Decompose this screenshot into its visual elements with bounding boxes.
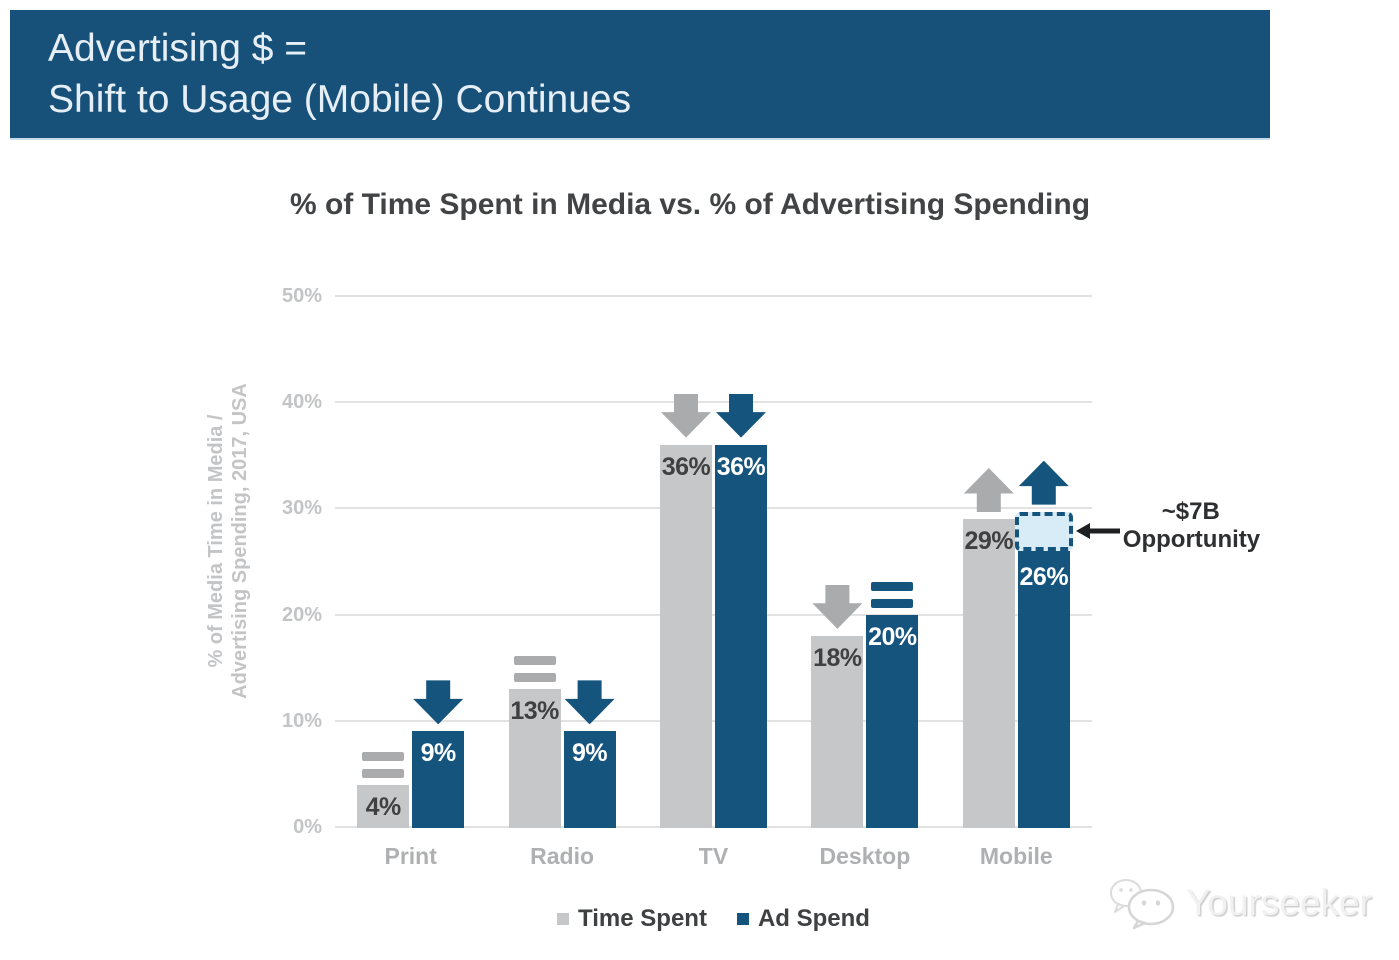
bar-value-label: 18% (813, 643, 862, 672)
gridline (335, 613, 1092, 616)
legend-swatch-icon (557, 913, 570, 925)
bar-value-label: 9% (572, 739, 608, 768)
bar-value-label: 13% (510, 696, 559, 725)
y-tick-label: 30% (281, 497, 322, 520)
category-label: TV (698, 843, 729, 869)
gridline (335, 719, 1092, 722)
trend-flat-icon (362, 751, 405, 778)
legend-swatch-icon (736, 913, 749, 925)
ad-spend-bar (715, 444, 767, 828)
ad-spend-bar (1017, 550, 1070, 828)
time-spent-bar (357, 784, 410, 828)
bar-value-label: 36% (716, 452, 766, 481)
header-title-line2: Shift to Usage (Mobile) Continues (48, 78, 632, 121)
gridline (335, 401, 1092, 404)
gridline (335, 295, 1092, 297)
chart-title: % of Time Spent in Media vs. % of Advert… (289, 188, 1091, 221)
time-spent-bar (962, 519, 1015, 828)
ad-spend-bar (866, 614, 919, 828)
ad-spend-bar (563, 731, 616, 828)
watermark: Yourseeker (1108, 876, 1372, 930)
y-tick-label: 0% (293, 816, 322, 838)
gridline (335, 826, 1092, 828)
header-title-line1: Advertising $ = (48, 27, 308, 70)
bar-value-label: 29% (964, 527, 1014, 556)
ad-spend-bar (412, 731, 465, 828)
trend-flat-dash (362, 768, 405, 778)
category-label: Radio (530, 843, 595, 869)
bar-value-label: 4% (365, 792, 402, 821)
trend-flat-icon (871, 581, 914, 608)
chat-bubbles-logo-icon (1110, 879, 1175, 930)
trend-flat-dash (513, 672, 556, 682)
category-label: Mobile (979, 843, 1053, 869)
category-label: Print (384, 843, 437, 869)
time-spent-bar (811, 635, 864, 828)
trend-flat-dash (871, 581, 914, 591)
trend-down-icon (812, 584, 863, 629)
y-tick-label: 40% (281, 391, 322, 414)
time-spent-bar (508, 688, 561, 828)
bar-value-label: 9% (420, 739, 457, 768)
legend-label: Time Spent (578, 905, 707, 932)
y-axis-title-line1: % of Media Time in Media / (205, 414, 227, 668)
trend-down-icon (564, 680, 615, 725)
time-spent-bar (660, 444, 712, 828)
trend-flat-icon (513, 655, 556, 682)
y-axis-title-line2: Advertising Spending, 2017, USA (229, 383, 251, 699)
gridline (335, 507, 1092, 510)
header-banner: Advertising $ = Shift to Usage (Mobile) … (10, 10, 1270, 140)
trend-flat-dash (513, 655, 556, 665)
y-tick-label: 10% (281, 709, 322, 732)
annotation-text-line2: Opportunity (1122, 525, 1261, 553)
bar-value-label: 26% (1019, 562, 1069, 591)
annotation-arrow-icon (1075, 520, 1120, 547)
y-axis-title: % of Media Time in Media / Advertising S… (204, 321, 252, 761)
y-tick-label: 50% (281, 285, 322, 307)
bar-value-label: 36% (661, 452, 711, 481)
annotation-text: ~$7B Opportunity (1122, 497, 1261, 554)
trend-down-icon (413, 680, 464, 725)
bar-value-label: 20% (868, 622, 917, 651)
trend-flat-dash (362, 751, 405, 761)
y-tick-label: 20% (281, 603, 322, 626)
trend-up-icon (963, 468, 1014, 513)
trend-up-icon (1018, 460, 1069, 505)
legend-label: Ad Spend (757, 905, 870, 932)
trend-flat-dash (871, 598, 914, 608)
legend-item: Time Spent (557, 905, 707, 933)
category-label: Desktop (819, 843, 911, 869)
legend-item: Ad Spend (736, 905, 870, 933)
opportunity-box (1014, 511, 1073, 551)
watermark-text: Yourseeker (1186, 882, 1372, 923)
annotation-text-line1: ~$7B (1161, 497, 1220, 525)
chart-legend: Time Spent Ad Spend (335, 905, 1092, 933)
